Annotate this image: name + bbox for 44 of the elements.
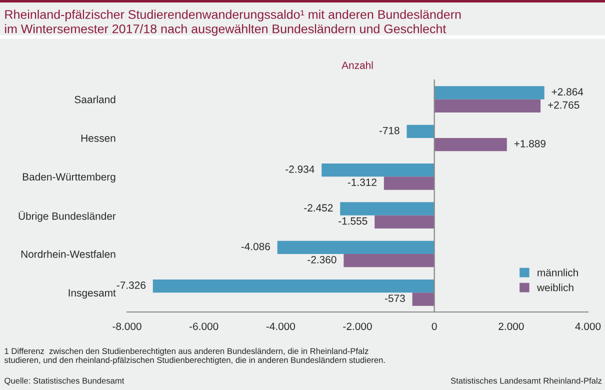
data-label: -573 [384,294,405,302]
data-label: -1.555 [338,217,368,225]
bar [384,176,434,190]
data-label: -2.452 [304,204,333,212]
x-tick-label: -6.000 [190,322,218,330]
x-axis-title: Anzahl [342,61,373,69]
data-label: +2.765 [548,101,580,109]
y-tick-label: Hessen [81,134,116,142]
x-tick-label: -4.000 [266,322,296,330]
data-label: +2.864 [552,88,584,96]
data-label: +1.889 [514,140,546,148]
x-tick-label: -8.000 [112,322,142,330]
data-label: -2.934 [286,166,314,173]
y-tick-label: Nordrhein-Westfalen [21,250,116,258]
chart-title: Rheinland-pfälzischer Studierendenwanderungssaldo¹ mit anderen Bundesländern im Wintersemester 2017/18 nach ausgewählten Bundesländern und Geschlecht [5,10,461,36]
bar [340,202,434,216]
source-note: Quelle: Statistisches Bundesamt [4,378,124,386]
data-label: -2.360 [308,256,336,264]
bar [434,86,544,100]
bar [344,254,434,268]
legend-label: weiblich [536,284,574,292]
y-tick-label: Saarland [74,96,116,104]
bar [277,240,434,254]
data-label: -718 [379,126,400,134]
x-tick-label: 4.000 [575,322,601,330]
y-tick-label: Insgesamt [68,289,116,299]
bar [322,164,434,177]
y-tick-label: Übrige Bundesländer [18,210,116,222]
x-tick-label: 0 [432,322,437,330]
bar [412,292,434,306]
bar [434,99,541,112]
bar [434,138,507,152]
data-label: -1.312 [348,178,376,186]
data-label: -7.326 [116,282,146,289]
x-tick-label: 2.000 [498,322,524,330]
text: Statistisches Landesamt Rheinland-Pfalz [450,378,602,384]
bar [152,280,434,293]
legend-label: männlich [538,268,578,276]
bar [406,124,434,138]
bar [374,215,434,228]
y-tick-label: Baden-Württemberg [22,172,116,183]
text: 1 Differenz zwischen den Studienberechtigten aus anderen Bundesländern, die in Rheinland-Pfalz studieren, und den rheinland-pfälzischen Studienberechtigten, die in anderen Bundesländern studieren. [4,348,385,365]
data-label: -4.086 [241,242,270,250]
x-tick-label: -2.000 [343,322,372,330]
